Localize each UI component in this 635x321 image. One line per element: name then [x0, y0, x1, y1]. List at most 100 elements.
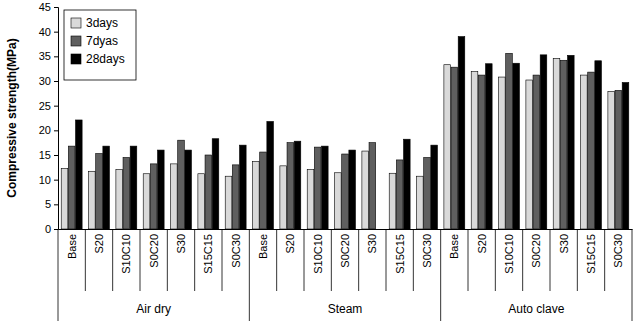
bar: [568, 55, 575, 229]
x-tick: S15C15: [585, 229, 597, 274]
bar: [526, 80, 533, 229]
y-tick: 25: [39, 100, 58, 112]
bar: [486, 64, 493, 229]
x-tick: Base: [257, 229, 269, 259]
bar: [458, 37, 465, 229]
y-tick-mark: [54, 106, 58, 107]
legend-label: 7dyas: [86, 34, 118, 48]
bar: [287, 143, 294, 229]
y-tick-mark: [54, 204, 58, 205]
legend-label: 3days: [86, 16, 118, 30]
x-tick: S30: [366, 229, 378, 254]
x-tick: S10C10: [120, 229, 132, 274]
category-separator: [386, 229, 387, 291]
bar: [76, 120, 83, 229]
category-separator: [304, 229, 305, 291]
legend: 3days 7dyas 28days: [64, 10, 136, 80]
x-tick-label: S10C10: [120, 234, 132, 274]
legend-label: 28days: [86, 52, 125, 66]
bar: [389, 173, 396, 229]
x-tick-label: S0C30: [421, 234, 433, 268]
x-tick: S0C20: [339, 229, 351, 268]
y-tick: 40: [39, 26, 58, 38]
legend-item: 7dyas: [71, 34, 118, 48]
bar: [553, 58, 560, 229]
bar: [478, 75, 485, 229]
x-tick-label: S0C20: [339, 234, 351, 268]
bar: [240, 145, 247, 229]
bar: [225, 176, 232, 229]
bar: [307, 169, 314, 229]
x-tick-label: S15C15: [585, 234, 597, 274]
y-tick-mark: [54, 180, 58, 181]
y-tick-label: 5: [45, 198, 51, 210]
category-separator: [140, 229, 141, 291]
x-tick-label: S30: [175, 234, 187, 254]
category-separator: [550, 229, 551, 291]
x-tick: S0C30: [421, 229, 433, 268]
x-tick-label: S30: [558, 234, 570, 254]
y-tick-label: 35: [39, 50, 51, 62]
y-tick-label: 30: [39, 75, 51, 87]
bar: [116, 169, 123, 229]
group-separator: [440, 229, 441, 321]
legend-item: 3days: [71, 16, 118, 30]
x-tick-label: S10C10: [503, 234, 515, 274]
y-tick-mark: [54, 130, 58, 131]
bar: [560, 60, 567, 229]
x-tick: S20: [476, 229, 488, 254]
x-tick: S15C15: [202, 229, 214, 274]
bar: [280, 166, 287, 229]
bar: [130, 146, 137, 229]
x-tick-label: S20: [284, 234, 296, 254]
bar: [417, 176, 424, 229]
category-separator: [331, 229, 332, 291]
bar: [205, 155, 212, 229]
group-label: Air dry: [136, 302, 171, 316]
bar: [267, 121, 274, 229]
y-axis-title: Compressive strength(MPa): [5, 38, 19, 197]
bar: [96, 154, 103, 229]
bar: [232, 165, 239, 229]
bar: [622, 82, 629, 229]
y-tick-label: 20: [39, 124, 51, 136]
bar: [123, 157, 130, 229]
bar: [260, 152, 267, 229]
bar: [158, 150, 165, 229]
y-tick: 5: [45, 198, 58, 210]
x-tick: S20: [93, 229, 105, 254]
group-separator: [632, 229, 633, 321]
x-tick: S20: [284, 229, 296, 254]
x-tick: S10C10: [312, 229, 324, 274]
bar: [349, 150, 356, 229]
y-tick-label: 10: [39, 174, 51, 186]
bar: [513, 63, 520, 229]
y-tick-mark: [54, 229, 58, 230]
x-tick: Base: [448, 229, 460, 259]
bar: [506, 53, 513, 229]
bar: [150, 164, 157, 229]
y-tick-label: 0: [45, 223, 51, 235]
bar: [89, 171, 96, 229]
bar: [212, 139, 219, 229]
chart: 051015202530354045Compressive strength(M…: [0, 0, 635, 321]
bar: [185, 150, 192, 229]
bar: [253, 161, 260, 229]
x-tick-label: S30: [366, 234, 378, 254]
bar: [424, 157, 431, 229]
x-tick: S0C30: [230, 229, 242, 268]
bar: [396, 160, 403, 229]
y-tick: 10: [39, 174, 58, 186]
bar: [103, 146, 110, 229]
bar: [581, 75, 588, 229]
x-tick: S0C20: [148, 229, 160, 268]
x-tick-label: S20: [93, 234, 105, 254]
x-tick: S30: [558, 229, 570, 254]
y-tick-mark: [54, 32, 58, 33]
y-tick: 15: [39, 149, 58, 161]
group-separator: [58, 229, 59, 321]
y-tick: 35: [39, 50, 58, 62]
legend-item: 28days: [71, 52, 125, 66]
bar: [322, 146, 329, 229]
x-tick: Base: [66, 229, 78, 259]
